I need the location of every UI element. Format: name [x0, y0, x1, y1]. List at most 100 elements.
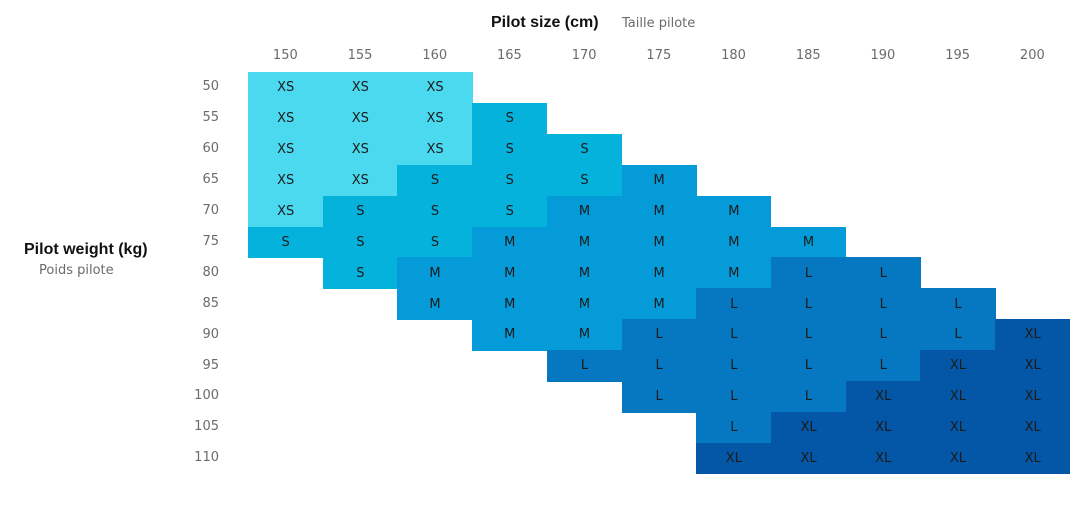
row-header: 100	[194, 388, 219, 404]
size-cell: M	[546, 226, 623, 258]
size-cell: M	[696, 257, 772, 289]
size-cell: L	[770, 381, 847, 413]
size-cell: L	[770, 257, 847, 289]
size-cell: M	[546, 257, 623, 289]
size-cell: S	[472, 102, 548, 135]
size-cell: S	[546, 133, 623, 166]
size-cell: XS	[322, 164, 398, 197]
size-cell: L	[696, 350, 772, 382]
size-cell: L	[770, 350, 847, 382]
size-cell: L	[621, 319, 697, 351]
size-cell: L	[845, 319, 921, 351]
size-cell: XS	[248, 164, 324, 197]
row-header: 90	[202, 326, 219, 342]
column-header: 165	[497, 48, 522, 63]
size-cell: L	[546, 350, 623, 382]
column-header: 150	[272, 48, 298, 63]
row-header: 95	[202, 357, 219, 373]
column-header: 155	[347, 48, 373, 63]
size-cell: M	[621, 257, 697, 289]
size-cell: L	[696, 319, 772, 351]
chart-subtitle: Taille pilote	[622, 16, 696, 31]
size-cell: XL	[995, 381, 1071, 413]
column-header: 195	[945, 48, 971, 63]
size-cell: XL	[920, 381, 996, 413]
size-cell: L	[920, 319, 996, 351]
size-cell: XL	[845, 381, 921, 413]
size-cell: L	[696, 411, 772, 444]
size-cell: M	[546, 288, 623, 320]
size-cell: XS	[397, 72, 473, 104]
column-header: 175	[646, 48, 672, 63]
size-cell: XL	[770, 411, 847, 444]
column-header: 160	[422, 48, 448, 63]
row-header: 70	[202, 203, 219, 219]
size-cell: XL	[995, 442, 1071, 475]
size-cell: XS	[248, 195, 324, 228]
row-header: 60	[202, 141, 219, 157]
column-header: 180	[721, 48, 746, 63]
size-cell: XL	[845, 442, 921, 475]
size-cell: S	[546, 164, 623, 197]
size-cell: S	[397, 195, 473, 228]
size-cell: L	[845, 350, 921, 382]
size-cell: XL	[920, 442, 996, 475]
size-cell: S	[322, 257, 398, 289]
size-cell: XL	[770, 442, 847, 475]
size-cell: M	[472, 319, 548, 351]
size-cell: L	[770, 288, 847, 320]
size-cell: S	[397, 226, 473, 258]
size-cell: S	[248, 226, 324, 258]
size-cell: M	[696, 195, 772, 228]
column-header: 185	[795, 48, 821, 63]
column-header: 170	[571, 48, 597, 63]
size-cell: M	[546, 195, 623, 228]
column-header: 190	[870, 48, 896, 63]
row-header: 85	[202, 295, 219, 311]
size-cell: M	[472, 288, 548, 320]
size-cell: M	[621, 164, 697, 197]
size-cell: S	[472, 195, 548, 228]
size-cell: M	[472, 257, 548, 289]
column-header: 200	[1019, 48, 1045, 63]
size-cell: M	[472, 226, 548, 258]
size-cell: L	[621, 350, 697, 382]
size-cell: XL	[845, 411, 921, 444]
size-cell: L	[696, 288, 772, 320]
size-cell: XS	[322, 102, 398, 135]
row-header: 105	[194, 419, 219, 435]
size-cell: S	[472, 164, 548, 197]
size-cell: XS	[322, 133, 398, 166]
y-axis-subtitle: Poids pilote	[39, 263, 114, 278]
row-header: 110	[194, 450, 219, 466]
size-cell: L	[770, 319, 847, 351]
row-header: 65	[202, 172, 219, 188]
size-cell: XL	[995, 411, 1071, 444]
size-cell: L	[920, 288, 996, 320]
size-cell: L	[621, 381, 697, 413]
size-cell: XS	[322, 72, 398, 104]
size-cell: M	[621, 195, 697, 228]
size-cell: XS	[397, 102, 473, 135]
size-cell: L	[696, 381, 772, 413]
size-cell: M	[770, 226, 847, 258]
size-cell: M	[621, 288, 697, 320]
chart-title: Pilot size (cm)	[491, 14, 599, 31]
size-cell: M	[546, 319, 623, 351]
row-header: 80	[202, 264, 219, 280]
size-cell: M	[696, 226, 772, 258]
size-cell: XL	[920, 411, 996, 444]
size-cell: XS	[248, 102, 324, 135]
size-cell: XL	[995, 319, 1071, 351]
row-header: 75	[202, 233, 219, 249]
size-cell: XL	[920, 350, 996, 382]
size-cell: M	[397, 288, 473, 320]
size-cell: S	[472, 133, 548, 166]
size-cell: XL	[995, 350, 1071, 382]
row-header: 50	[202, 79, 219, 95]
row-header: 55	[202, 110, 219, 126]
size-cell: L	[845, 288, 921, 320]
size-cell: XS	[248, 72, 324, 104]
size-cell: S	[397, 164, 473, 197]
size-cell: L	[845, 257, 921, 289]
